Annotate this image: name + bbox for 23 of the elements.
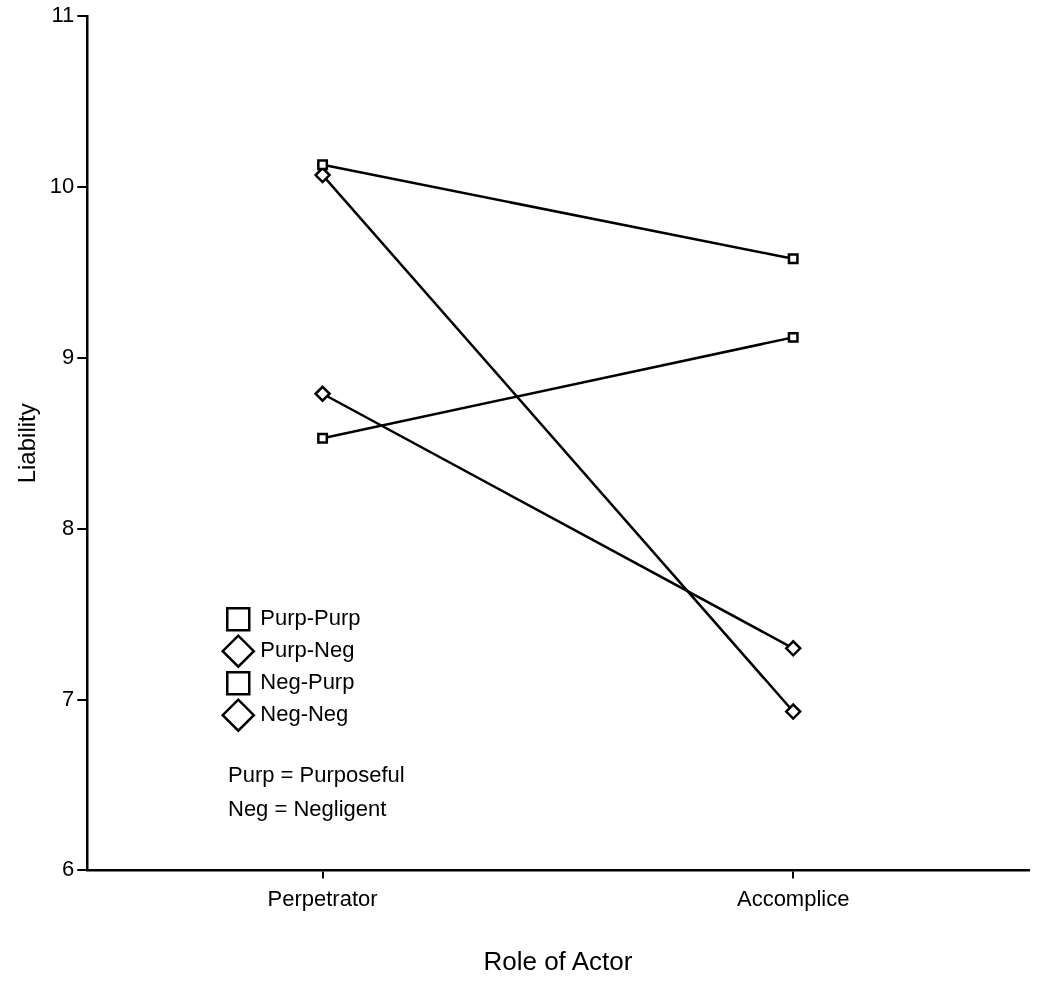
x-axis-title: Role of Actor [483,945,633,976]
y-tick-label: 9 [62,343,75,369]
point [784,703,802,720]
legend-label: Neg-Purp [260,669,355,695]
point [784,640,802,657]
legend-label: Purp-Purp [260,605,361,631]
annotation: Neg = Negligent [228,795,388,823]
y-tick-label: 6 [62,856,75,882]
point [314,385,331,403]
y-axis-title: Liability [13,403,41,484]
point [787,253,799,265]
point [317,432,329,444]
y-tick-label: 8 [62,514,75,540]
y-tick-label: 11 [51,2,75,28]
legend-label: Neg-Neg [260,701,349,727]
point [787,331,799,343]
annotation: Purp = Purposeful [228,761,405,789]
x-tick-label: Perpetrator [267,885,378,911]
point [317,159,329,171]
x-tick-label: Accomplice [736,885,850,911]
legend-label: Purp-Neg [260,637,355,663]
y-tick-label: 10 [49,173,75,199]
y-tick-label: 7 [62,685,75,711]
